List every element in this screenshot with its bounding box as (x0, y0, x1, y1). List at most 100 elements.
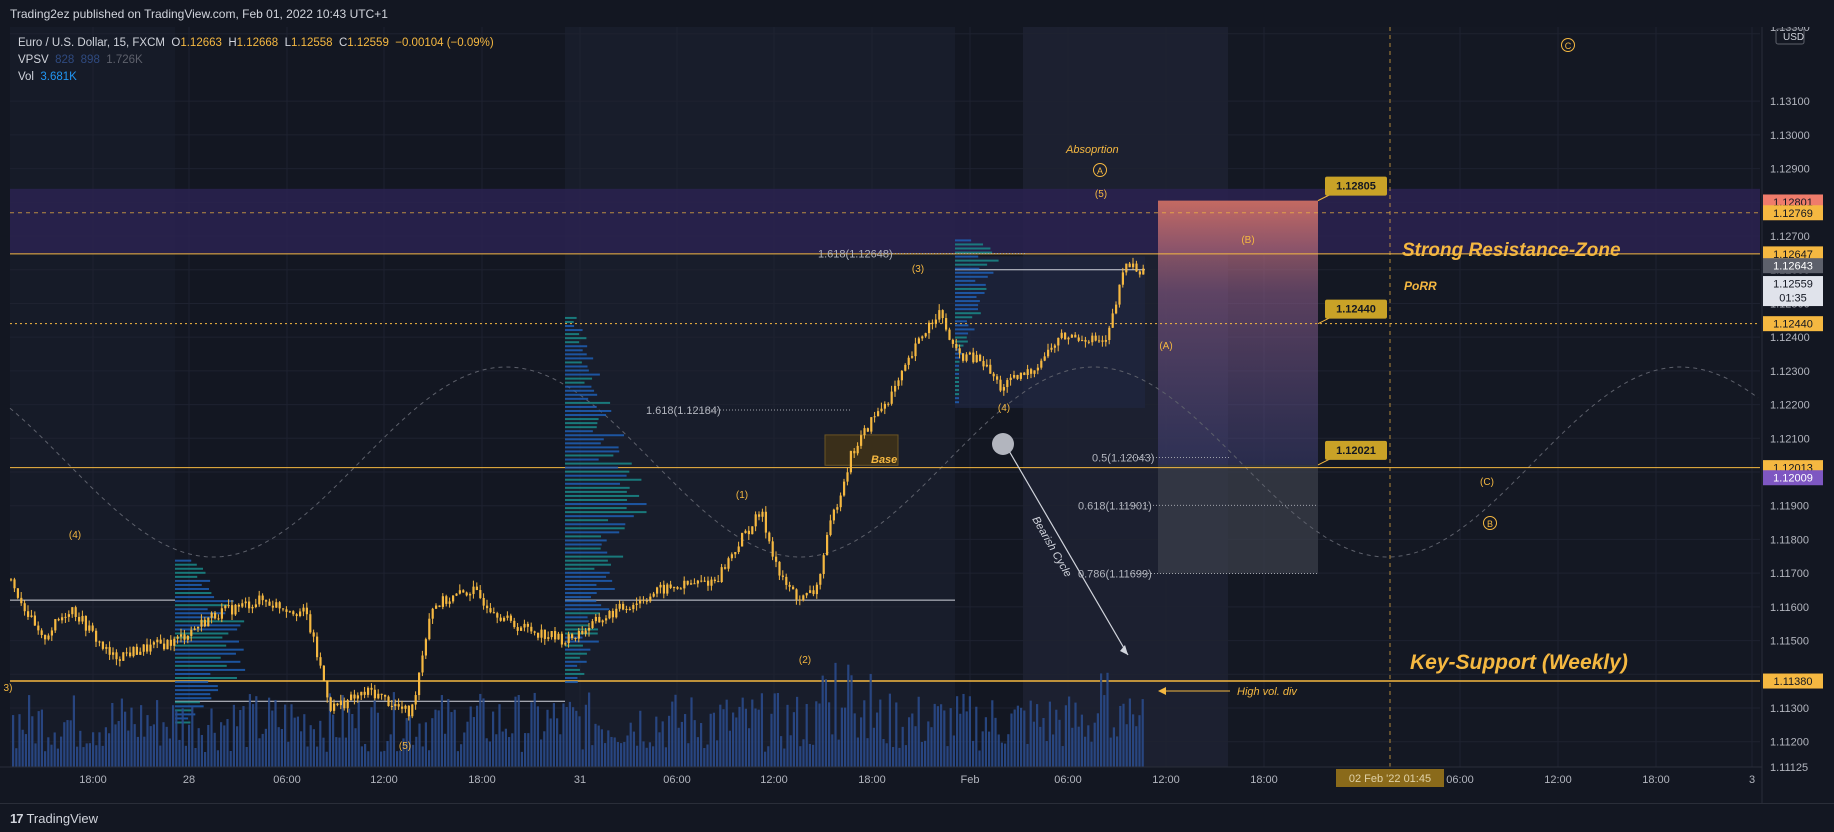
volume-bar (1106, 672, 1109, 767)
candle-body (856, 445, 859, 454)
volume-bar (392, 692, 395, 767)
profile-bar (565, 405, 597, 408)
profile-bar (955, 380, 959, 383)
candle-body (710, 579, 713, 586)
candle-body (64, 616, 67, 618)
candle-body (268, 601, 271, 606)
volume-bar (834, 662, 837, 767)
volume-bar (700, 723, 703, 767)
profile-bar (565, 385, 592, 388)
candle-body (819, 574, 822, 585)
candle-body (979, 354, 982, 361)
volume-bar (693, 720, 696, 767)
volume-bar (888, 693, 891, 767)
volume-bar (620, 743, 623, 767)
volume-bar (821, 675, 824, 767)
profile-bar (565, 660, 587, 663)
volume-bar (168, 738, 171, 767)
profile-bar (565, 474, 627, 477)
volume-bar (866, 738, 869, 767)
profile-bar (565, 523, 626, 526)
candle-body (996, 376, 999, 380)
candle-body (390, 705, 393, 707)
candle-body (142, 644, 145, 652)
candle-body (27, 611, 30, 617)
volume-bar (661, 721, 664, 767)
volume-bar (930, 727, 933, 767)
candle-body (149, 644, 152, 652)
volume-bar (940, 704, 943, 767)
candle-body (758, 514, 761, 517)
candle-body (214, 612, 217, 619)
profile-bar (955, 267, 980, 270)
price-chart[interactable]: 1.618(1.12648) 1.618(1.12184) 0.5(1.12043)… (0, 27, 1834, 803)
chart-legend: Euro / U.S. Dollar, 15, FXCM O1.12663 H1… (18, 35, 494, 86)
volume-bar (1132, 714, 1135, 767)
candle-body (135, 646, 138, 655)
candle-body (271, 605, 274, 608)
candle-body (506, 615, 509, 618)
profile-bar (565, 640, 599, 643)
volume-bar (668, 715, 671, 767)
candle-body (1030, 369, 1033, 374)
profile-bar (565, 628, 599, 631)
volume-bar (604, 743, 607, 767)
profile-bar (565, 575, 607, 578)
volume-bar (293, 717, 296, 767)
tradingview-brand[interactable]: 17 TradingView (10, 811, 98, 826)
candle-body (948, 329, 951, 340)
volume-bar (658, 732, 661, 767)
volume-bar (1080, 714, 1083, 767)
profile-bar (175, 681, 209, 684)
profile-bar (565, 507, 627, 510)
profile-bar (175, 664, 227, 667)
profile-bar (565, 446, 619, 449)
profile-bar (565, 503, 647, 506)
candle-body (50, 630, 53, 636)
profile-bar (565, 636, 583, 639)
volume-bar (856, 737, 859, 767)
volume-bar (648, 742, 651, 767)
volume-bar (495, 734, 498, 767)
profile-bar (955, 308, 978, 311)
profile-bar (565, 539, 607, 542)
volume-bar (456, 751, 459, 767)
profile-bar (565, 341, 580, 344)
volume-bar (335, 737, 338, 767)
x-tick-label: 06:00 (1446, 774, 1474, 786)
profile-bar (565, 600, 597, 603)
volume-bar (860, 717, 863, 767)
candle-body (397, 704, 400, 707)
volume-bar (101, 745, 104, 767)
y-tick-label: 1.13300 (1770, 27, 1810, 34)
candle-body (836, 507, 839, 510)
volume-bar (629, 722, 632, 767)
volume-bar (616, 742, 619, 767)
tradingview-logo-icon: 17 (10, 811, 24, 826)
candle-body (248, 601, 251, 609)
candle-body (900, 370, 903, 381)
profile-bar (565, 559, 608, 562)
profile-bar (565, 426, 597, 429)
volume-bar (447, 699, 450, 767)
volume-bar (1116, 736, 1119, 767)
target-box (1158, 200, 1318, 465)
volume-bar (162, 722, 165, 767)
volume-bar (706, 744, 709, 767)
y-tick-label: 1.13100 (1770, 96, 1810, 108)
wave-circle (1561, 38, 1575, 52)
candle-body (40, 630, 43, 635)
vpsv-label: VPSV (18, 54, 49, 66)
candle-body (159, 639, 162, 644)
volume-bar (120, 698, 123, 767)
price-tag (1763, 316, 1823, 332)
candle-body (1104, 339, 1107, 342)
candle-body (319, 657, 322, 666)
candle-body (231, 605, 234, 615)
candle-body (571, 634, 574, 639)
volume-bar (300, 731, 303, 767)
volume-bar (562, 703, 565, 767)
vol-value: 3.681K (40, 71, 77, 83)
volume-bar (76, 746, 79, 767)
candle-body (645, 600, 648, 602)
